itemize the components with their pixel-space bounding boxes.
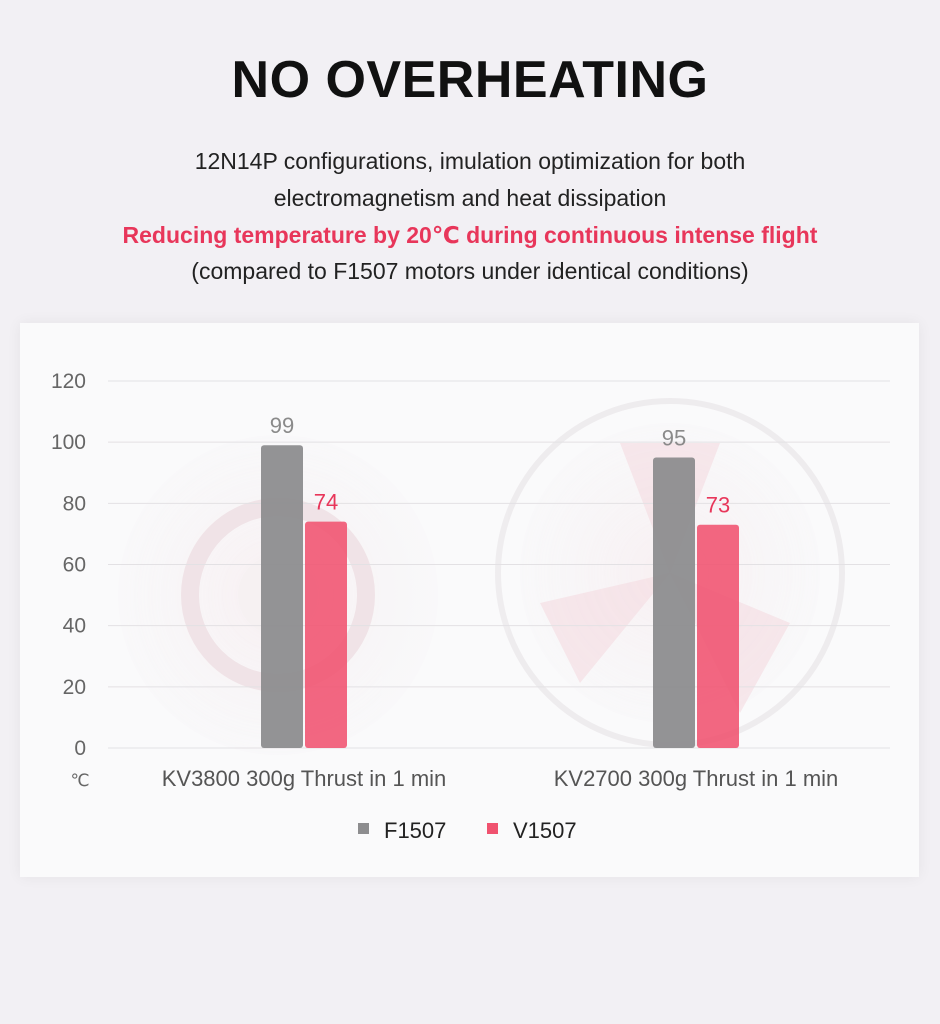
x-category-label: KV3800 300g Thrust in 1 min xyxy=(162,766,447,791)
y-tick-label: 60 xyxy=(63,554,86,577)
data-label: 95 xyxy=(662,425,686,450)
y-tick-label: 120 xyxy=(51,370,86,393)
y-tick-label: 80 xyxy=(63,492,86,515)
bar-v1507-1 xyxy=(305,521,347,748)
comparison-note: (compared to F1507 motors under identica… xyxy=(191,258,749,284)
y-tick-label: 40 xyxy=(63,615,86,638)
legend-label-f1507: F1507 xyxy=(384,818,446,843)
subtitle-line-2: electromagnetism and heat dissipation xyxy=(273,185,667,211)
page-title: NO OVERHEATING xyxy=(231,51,709,109)
data-label: 73 xyxy=(706,493,730,518)
subtitle-line-1: 12N14P configurations, imulation optimiz… xyxy=(194,148,746,174)
data-label: 99 xyxy=(270,413,294,438)
y-tick-label: 100 xyxy=(51,431,86,454)
y-tick-label: 0 xyxy=(74,737,86,760)
legend-swatch-f1507 xyxy=(358,823,369,834)
bar-f1507-2 xyxy=(653,457,695,748)
legend-label-v1507: V1507 xyxy=(513,818,577,843)
temperature-bar-chart: 0 20 40 60 80 100 120 ℃ 99 74 95 73 KV3800 300g Th… xyxy=(51,370,890,843)
x-category-label: KV2700 300g Thrust in 1 min xyxy=(554,766,839,791)
data-label: 74 xyxy=(314,490,338,515)
highlight-line: Reducing temperature by 20℃ during conti… xyxy=(122,222,818,248)
bar-f1507-1 xyxy=(261,445,303,748)
y-tick-label: 20 xyxy=(63,676,86,699)
legend-swatch-v1507 xyxy=(487,823,498,834)
y-axis-unit: ℃ xyxy=(70,771,89,790)
bar-v1507-2 xyxy=(697,524,739,748)
chart-card: 0 20 40 60 80 100 120 ℃ 99 74 95 73 KV3800 300g Th… xyxy=(20,323,919,877)
